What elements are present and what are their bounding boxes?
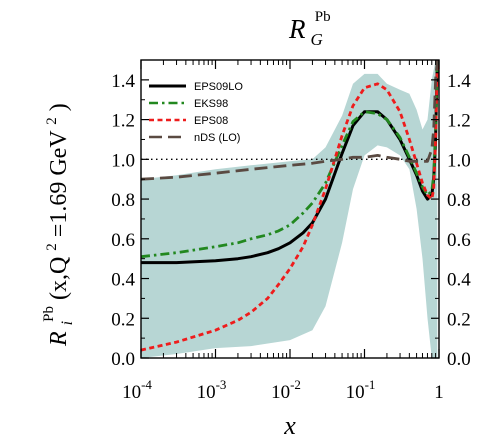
series-line-eks98	[141, 60, 439, 259]
y-tick-label-left: 0.4	[111, 270, 135, 291]
y-tick-label-right: 0.4	[447, 270, 471, 291]
x-tick-label: 10-1	[346, 377, 376, 403]
y-axis-label: R i Pb (x,Q 2 =1.69 GeV 2 )	[33, 103, 78, 347]
y-tick-label-right: 1.0	[447, 150, 471, 171]
y-tick-label-left: 0.6	[111, 230, 135, 251]
y-tick-label-right: 0.6	[447, 230, 471, 251]
y-tick-label-right: 0.0	[447, 349, 471, 370]
legend-label: nDS (LO)	[194, 132, 240, 144]
y-tick-label-right: 1.4	[447, 71, 471, 92]
series-line-nds-lo	[141, 60, 439, 181]
y-tick-label-right: 0.2	[447, 309, 471, 330]
x-tick-label: 1	[434, 382, 444, 403]
uncertainty-band	[141, 60, 438, 358]
y-tick-label-left: 1.0	[111, 150, 135, 171]
series-layer	[141, 60, 439, 352]
x-tick-label: 10-4	[122, 377, 152, 403]
x-tick-label: 10-3	[197, 377, 227, 403]
uncertainty-band-layer	[141, 60, 438, 358]
legend-label: EKS98	[194, 98, 228, 110]
y-tick-label-left: 1.2	[111, 111, 135, 132]
x-axis-label: x	[283, 411, 296, 440]
series-line-eps09lo	[141, 60, 439, 265]
y-tick-label-left: 1.4	[111, 71, 135, 92]
chart-title: R G Pb	[288, 9, 331, 49]
series-line-eps08	[141, 60, 439, 352]
legend: EPS09LO EKS98 EPS08 nDS (LO)	[149, 81, 243, 144]
y-tick-label-right: 1.2	[447, 111, 471, 132]
y-tick-label-left: 0.8	[111, 190, 135, 211]
legend-label: EPS09LO	[194, 81, 243, 93]
y-tick-label-left: 0.0	[111, 349, 135, 370]
y-tick-label-left: 0.2	[111, 309, 135, 330]
ticks-layer: 0.0 0.0 0.2 0.2 0.4 0.4 0.6 0.6 0.8 0.8 1.0 1.0 1.2 1…	[111, 59, 471, 403]
x-tick-label: 10-2	[271, 377, 301, 403]
y-tick-label-right: 0.8	[447, 190, 471, 211]
legend-label: EPS08	[194, 115, 228, 127]
